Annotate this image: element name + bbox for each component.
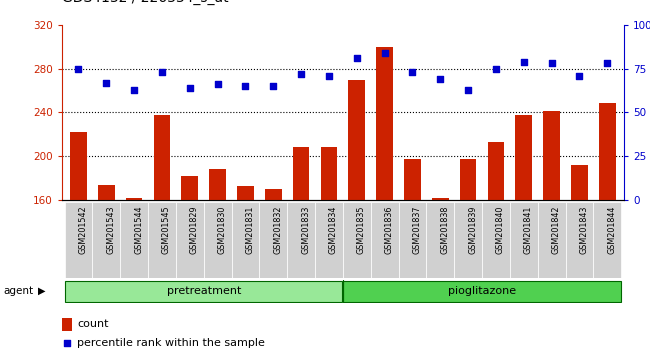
Bar [460,160,476,200]
FancyBboxPatch shape [203,202,231,278]
Text: GSM201843: GSM201843 [579,206,588,254]
Bar [237,186,254,200]
Bar [376,47,393,200]
Point [519,59,529,64]
Bar [515,115,532,200]
Text: ▶: ▶ [38,286,46,296]
Point [602,61,612,66]
Bar [488,142,504,200]
Bar [571,165,588,200]
Text: GDS4132 / 226334_s_at: GDS4132 / 226334_s_at [62,0,228,5]
FancyBboxPatch shape [370,202,398,278]
Bar [292,147,309,200]
Text: GSM201837: GSM201837 [413,206,421,254]
Point [352,55,362,61]
Text: GSM201833: GSM201833 [301,206,310,254]
Text: GSM201831: GSM201831 [246,206,254,254]
Point [240,83,251,89]
FancyBboxPatch shape [148,202,176,278]
FancyBboxPatch shape [176,202,203,278]
Point [547,61,557,66]
Bar [320,147,337,200]
FancyBboxPatch shape [231,202,259,278]
Text: GSM201832: GSM201832 [273,206,282,254]
Text: GSM201544: GSM201544 [134,206,143,254]
FancyBboxPatch shape [64,202,92,278]
Bar [125,198,142,200]
FancyBboxPatch shape [120,202,148,278]
FancyBboxPatch shape [259,202,287,278]
Bar [432,198,448,200]
FancyBboxPatch shape [426,202,454,278]
FancyBboxPatch shape [538,202,566,278]
Bar [70,132,87,200]
FancyBboxPatch shape [343,281,621,302]
FancyBboxPatch shape [64,281,343,302]
FancyBboxPatch shape [343,202,370,278]
Bar [209,169,226,200]
Text: GSM201835: GSM201835 [357,206,366,254]
Text: GSM201838: GSM201838 [440,206,449,254]
Text: GSM201545: GSM201545 [162,206,171,254]
Text: GSM201842: GSM201842 [552,206,561,254]
Point [324,73,334,79]
Bar [543,111,560,200]
FancyBboxPatch shape [315,202,343,278]
Point [491,66,501,72]
Bar [348,80,365,200]
Text: GSM201844: GSM201844 [607,206,616,254]
Point [213,81,223,87]
FancyBboxPatch shape [510,202,538,278]
Text: percentile rank within the sample: percentile rank within the sample [77,338,265,348]
Bar [265,189,281,200]
Text: GSM201836: GSM201836 [385,206,394,254]
Point [380,50,390,56]
Point [185,85,195,91]
Point [298,259,308,265]
Text: GSM201543: GSM201543 [107,206,115,254]
FancyBboxPatch shape [92,202,120,278]
Text: GSM201829: GSM201829 [190,206,199,254]
FancyBboxPatch shape [593,202,621,278]
Bar [153,115,170,200]
Point [268,83,278,89]
FancyBboxPatch shape [482,202,510,278]
Text: GSM201542: GSM201542 [79,206,88,254]
Point [73,66,84,72]
Text: GSM201840: GSM201840 [496,206,505,254]
Point [574,73,584,79]
Point [435,76,445,82]
Point [463,87,473,92]
Text: pretreatment: pretreatment [166,286,241,296]
Text: agent: agent [3,286,33,296]
Point [157,69,167,75]
FancyBboxPatch shape [566,202,593,278]
Text: GSM201834: GSM201834 [329,206,338,254]
Point [101,80,112,85]
Bar [181,176,198,200]
Text: pioglitazone: pioglitazone [448,286,516,296]
FancyBboxPatch shape [287,202,315,278]
Text: GSM201841: GSM201841 [524,206,533,254]
Point [408,69,418,75]
Point [296,71,306,77]
Text: GSM201830: GSM201830 [218,206,227,254]
Text: GSM201839: GSM201839 [468,206,477,254]
Bar [98,185,114,200]
Point [129,87,139,92]
FancyBboxPatch shape [454,202,482,278]
Text: count: count [77,319,109,329]
Bar [599,103,616,200]
FancyBboxPatch shape [398,202,426,278]
Bar [404,160,421,200]
Bar [62,318,72,331]
